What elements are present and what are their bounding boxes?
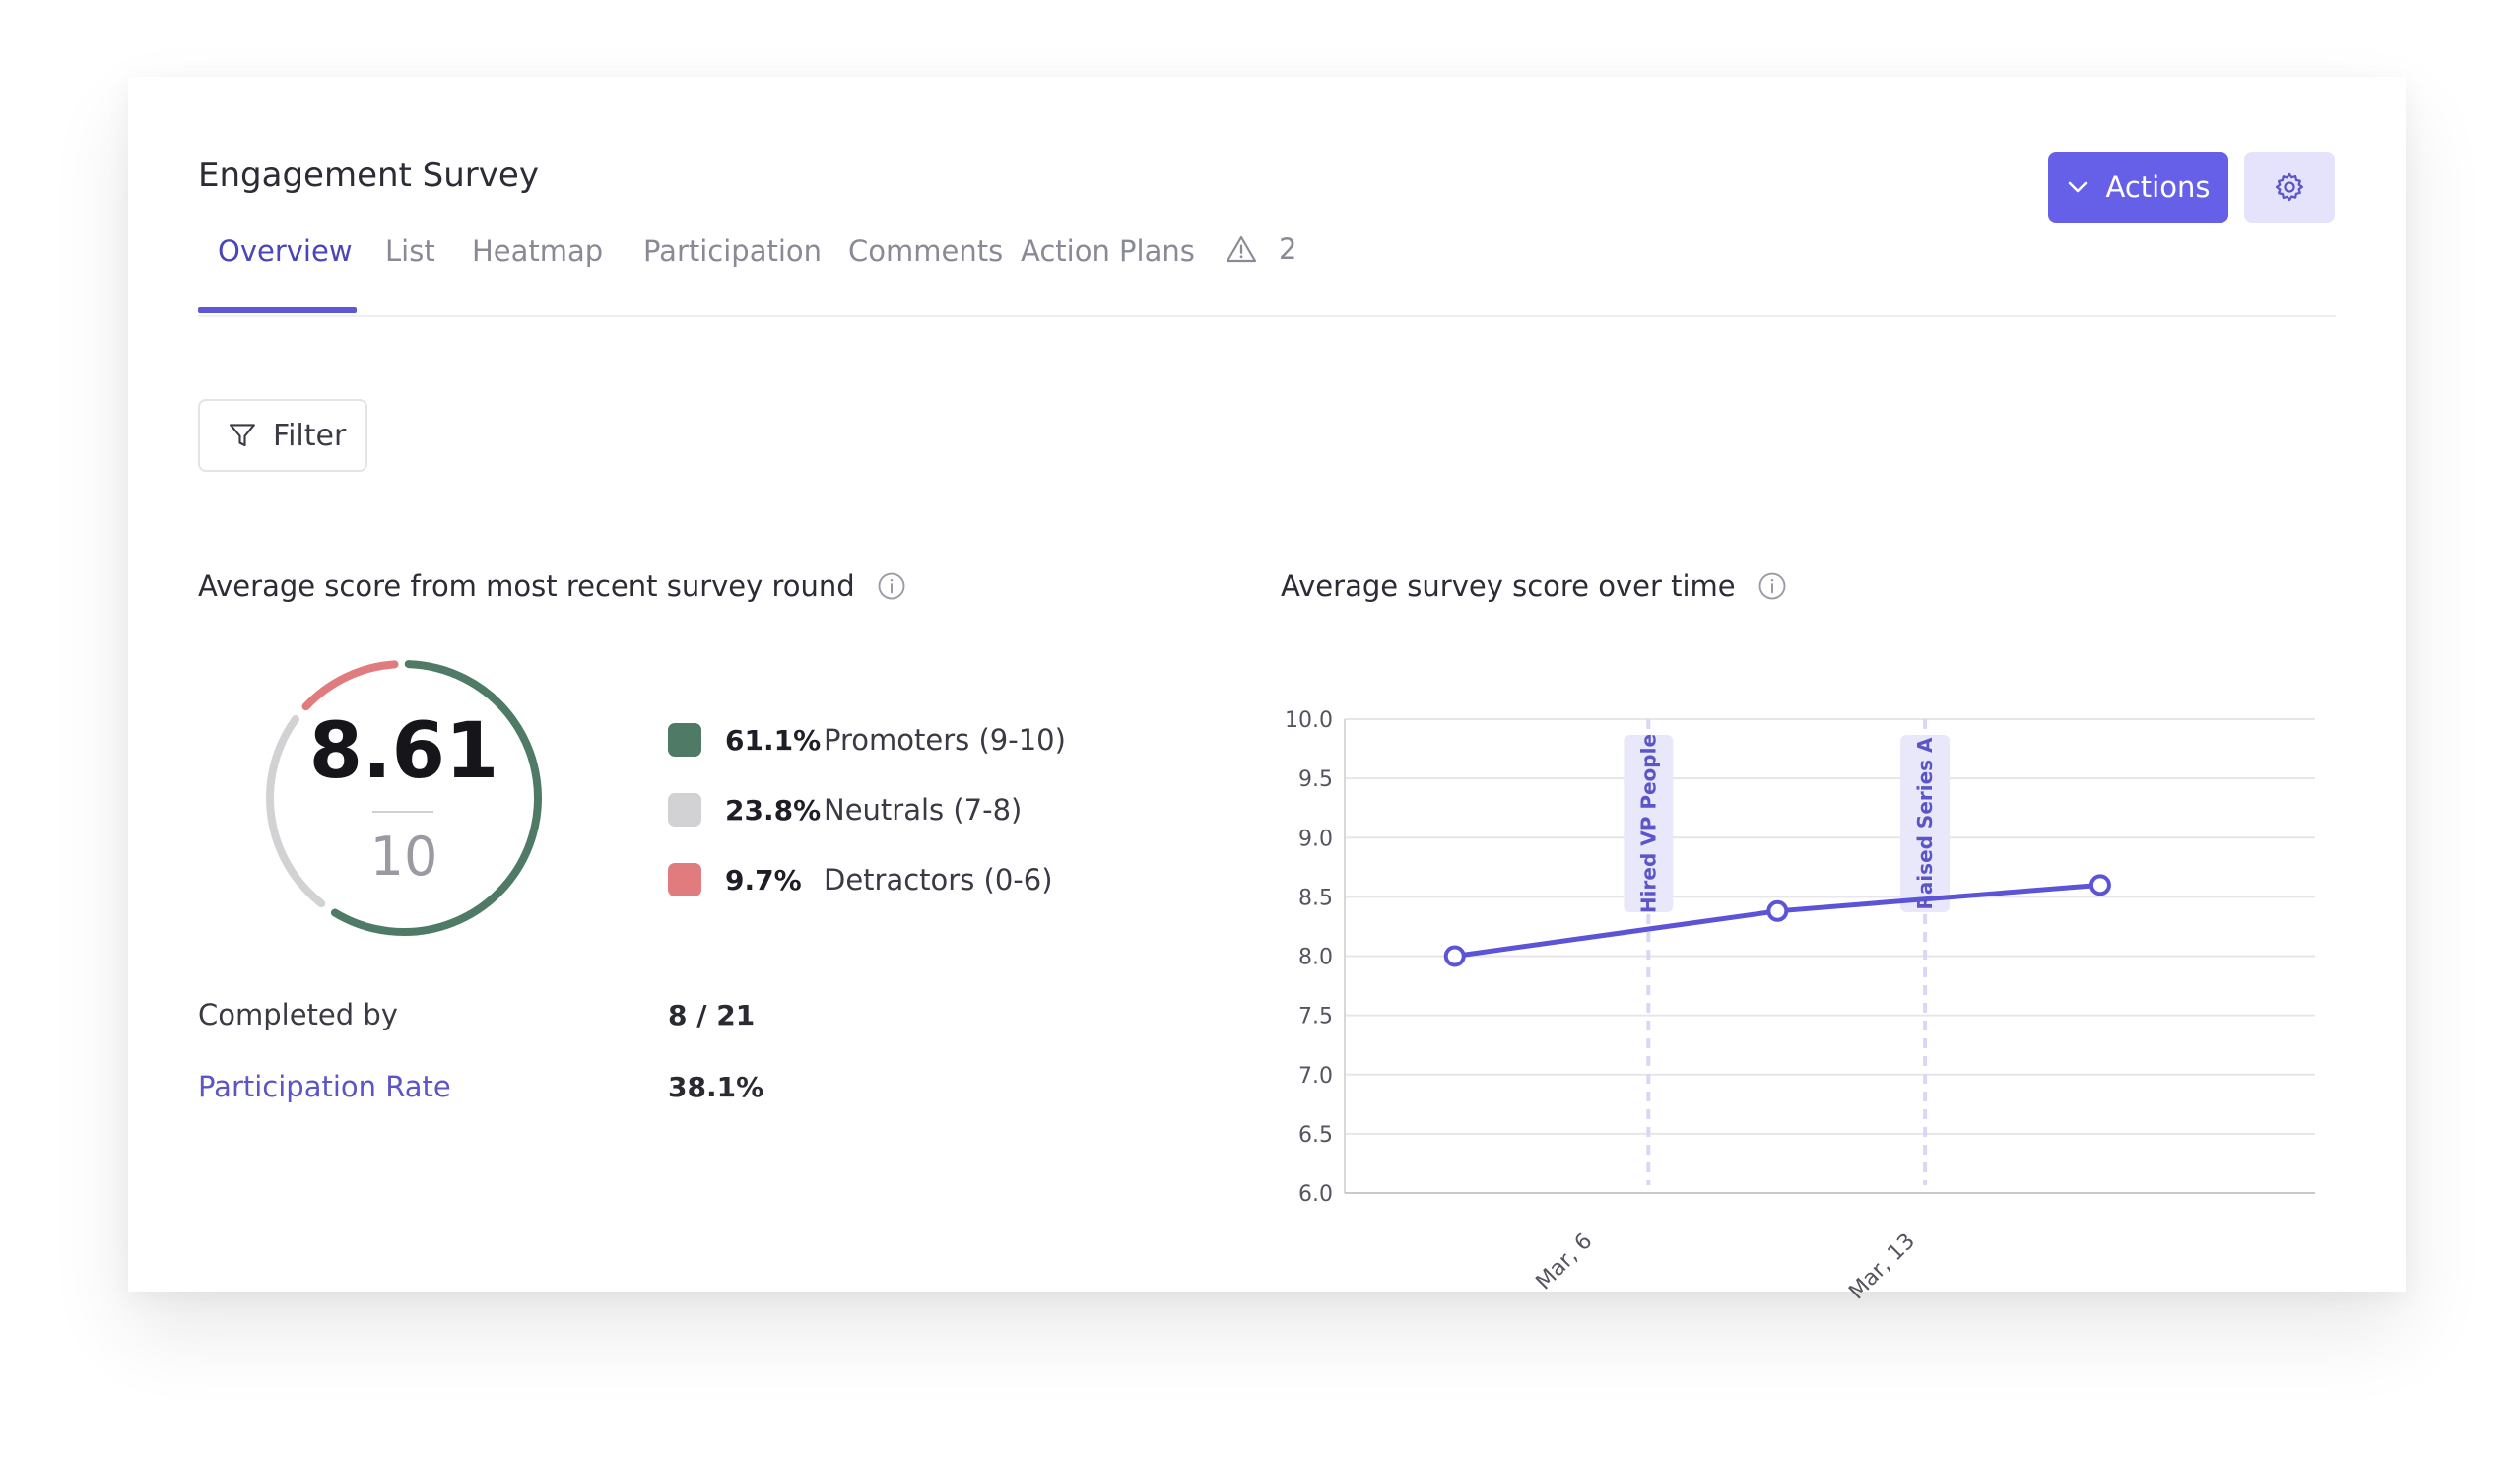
x-tick-label: Mar, 6 [1532,1229,1598,1295]
annotation-label: Hired VP People [1636,734,1660,913]
data-point [1443,945,1466,967]
promoters-swatch [668,723,701,757]
promoters-label: Promoters (9-10) [824,723,1066,757]
info-icon[interactable] [877,571,906,601]
filter-icon [230,424,255,447]
filter-label: Filter [273,418,347,453]
gauge-arc-promoters [330,660,542,936]
y-tick-label: 8.0 [1298,946,1333,970]
legend-neutrals: 23.8% Neutrals (7-8) [668,793,1022,827]
y-tick-label: 10.0 [1285,708,1333,733]
gear-icon [2275,172,2304,202]
tab-list[interactable]: List [385,234,435,268]
score-panel-title-row: Average score from most recent survey ro… [198,569,906,603]
warning-icon [1226,235,1257,263]
gauge-arc-detractors [301,660,399,711]
score-divider [372,811,433,813]
score-over-time-chart: 10.0 9.5 9.0 8.5 8.0 7.5 7.0 6.5 6.0 Hired VP Peo… [1285,708,2315,1305]
tab-overview[interactable]: Overview [218,234,353,268]
y-tick-label: 6.5 [1298,1123,1333,1148]
chart-panel-title: Average survey score over time [1281,569,1736,603]
score-gauge [265,660,542,936]
completed-by-label: Completed by [198,998,398,1031]
tab-heatmap[interactable]: Heatmap [472,234,604,268]
chevron-down-icon [2068,181,2087,193]
chart-panel-title-row: Average survey score over time [1281,569,1787,603]
tab-bar: Overview List Heatmap Participation Comm… [198,225,2336,317]
actions-button[interactable]: Actions [2048,152,2228,223]
score-panel-title: Average score from most recent survey ro… [198,569,855,603]
annotation-label: Raised Series A [1913,737,1937,910]
y-tick-label: 8.5 [1298,886,1333,910]
page-title: Engagement Survey [198,156,539,195]
detractors-pct: 9.7% [725,863,802,896]
participation-rate-value: 38.1% [668,1071,764,1103]
data-point [1766,899,1789,922]
neutrals-swatch [668,793,701,827]
settings-button[interactable] [2244,152,2335,223]
average-score: 8.61 [308,707,499,796]
active-tab-indicator [198,307,357,313]
data-point [2089,874,2111,896]
tab-comments[interactable]: Comments [848,234,1004,268]
annotation-pill [1624,735,1674,912]
y-tick-label: 9.5 [1298,767,1333,792]
tab-participation[interactable]: Participation [643,234,823,268]
detractors-label: Detractors (0-6) [824,863,1053,896]
warning-count: 2 [1279,232,1297,266]
y-tick-label: 6.0 [1298,1182,1333,1207]
y-tick-label: 9.0 [1298,827,1333,851]
participation-rate-link[interactable]: Participation Rate [198,1070,451,1103]
legend-detractors: 9.7% Detractors (0-6) [668,863,1053,896]
annotation-pill [1900,735,1951,912]
actions-button-label: Actions [2105,170,2211,204]
detractors-swatch [668,863,701,896]
survey-card: Engagement Survey Actions Overview List … [128,77,2406,1304]
filter-button[interactable]: Filter [198,399,367,472]
tab-warnings[interactable]: 2 [1226,232,1296,266]
gauge-arc-neutrals [265,715,326,908]
y-tick-label: 7.5 [1298,1005,1333,1029]
score-max: 10 [369,826,438,888]
neutrals-pct: 23.8% [725,793,822,827]
info-icon[interactable] [1757,571,1787,601]
neutrals-label: Neutrals (7-8) [824,793,1023,827]
y-tick-label: 7.0 [1298,1064,1333,1089]
promoters-pct: 61.1% [725,723,822,757]
legend-promoters: 61.1% Promoters (9-10) [668,723,1066,757]
completed-by-value: 8 / 21 [668,999,756,1031]
x-tick-label: Mar, 13 [1844,1229,1920,1305]
tab-action-plans[interactable]: Action Plans [1021,234,1195,268]
